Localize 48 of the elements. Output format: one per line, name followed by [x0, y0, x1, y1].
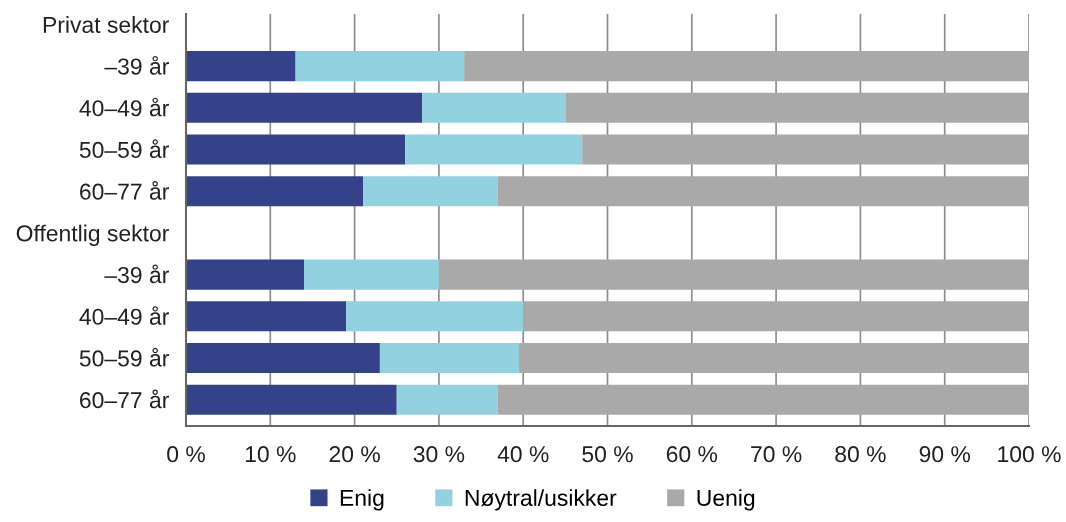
y-tick-label: 50–59 år	[79, 347, 169, 367]
x-tick-label: 0 %	[167, 446, 205, 463]
bar	[422, 92, 566, 123]
bar	[497, 176, 1029, 207]
x-tick-label: 20 %	[329, 446, 380, 463]
x-tick-label: 10 %	[245, 446, 296, 463]
y-tick-label: Privat sektor	[43, 16, 169, 33]
legend-label: Nøytral/usikker	[465, 489, 617, 511]
bar	[565, 92, 1029, 123]
bar	[186, 51, 296, 82]
bar	[497, 384, 1029, 415]
bar	[186, 301, 347, 332]
bar	[518, 343, 1029, 374]
y-tick-label: 50–59 år	[79, 139, 169, 159]
x-tick-label: 80 %	[835, 446, 886, 463]
bar	[186, 259, 305, 290]
bar	[363, 176, 498, 207]
x-tick-label: 40 %	[497, 446, 549, 463]
bar	[186, 343, 380, 374]
y-tick-label: 60–77 år	[80, 181, 169, 200]
legend-label: Enig	[340, 489, 384, 511]
y-tick-label: 60–77 år	[80, 389, 169, 409]
y-tick-label: Offentlig sektor	[16, 224, 169, 246]
bar	[582, 134, 1029, 165]
bar	[186, 176, 364, 207]
legend-label: Uenig	[697, 489, 755, 511]
x-tick-label: 100 %	[998, 446, 1061, 463]
x-tick-label: 70 %	[751, 446, 802, 463]
bar	[405, 134, 583, 165]
bar	[186, 384, 397, 415]
y-tick-label: –39 år	[104, 55, 169, 75]
bar	[379, 343, 519, 374]
y-tick-label: –39 år	[104, 264, 169, 284]
bar	[346, 301, 524, 332]
bar	[186, 134, 406, 165]
y-tick-label: 40–49 år	[79, 306, 169, 325]
y-tick-label: 40–49 år	[79, 97, 169, 117]
bar	[396, 384, 498, 415]
x-tick-label: 30 %	[413, 446, 465, 463]
bar	[438, 259, 1029, 290]
bar	[523, 301, 1029, 332]
bar	[464, 51, 1029, 82]
bar	[186, 92, 423, 123]
bar	[304, 259, 439, 290]
bar	[295, 51, 465, 82]
x-tick-label: 50 %	[582, 446, 633, 463]
x-tick-label: 90 %	[919, 446, 970, 463]
x-tick-label: 60 %	[666, 446, 718, 463]
